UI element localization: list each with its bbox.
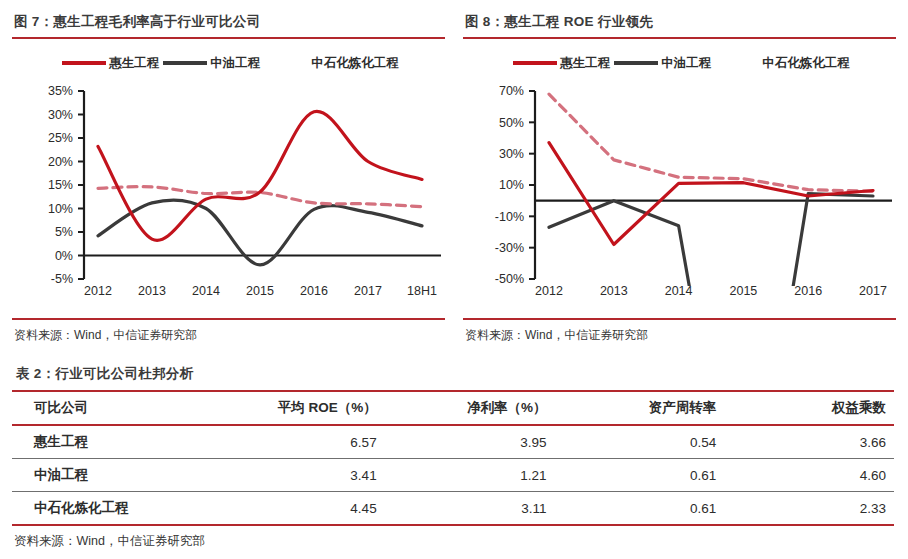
company-name-cell: 中石化炼化工程	[12, 492, 215, 526]
svg-text:30%: 30%	[48, 108, 73, 122]
figure-7-chart: 35% 30% 25% 20% 15% 10% 5% 0% -5% 2012 2013 2014 201…	[12, 81, 445, 299]
value-cell: 4.45	[215, 492, 385, 526]
solid-line-swatch-icon	[163, 61, 207, 65]
column-header: 可比公司	[12, 391, 215, 425]
dashed-line-swatch-icon	[264, 61, 308, 65]
legend-label: 中油工程	[661, 55, 711, 72]
svg-text:10%: 10%	[499, 178, 524, 192]
table-body: 惠生工程6.573.950.543.66中油工程3.411.210.614.60…	[12, 425, 894, 525]
legend-item: 中石化炼化工程	[711, 55, 850, 72]
dupont-table: 可比公司平均 ROE（%）净利率（%）资产周转率权益乘数 惠生工程6.573.9…	[12, 390, 894, 526]
legend-item: 惠生工程	[58, 55, 159, 72]
value-cell: 3.95	[385, 425, 555, 459]
figure-7-source: 资料来源：Wind，中信证券研究部	[12, 318, 445, 344]
table-title: 表 2：行业可比公司杜邦分析	[12, 365, 894, 390]
figure-8-panel: 图 8：惠生工程 ROE 行业领先 惠生工程 中油工程 中石化炼化工程 70% 50%…	[463, 10, 896, 344]
solid-line-swatch-icon	[62, 61, 106, 65]
svg-text:2013: 2013	[600, 284, 628, 298]
figure-8-legend: 惠生工程 中油工程 中石化炼化工程	[463, 54, 896, 72]
value-cell: 0.61	[554, 492, 724, 526]
svg-text:10%: 10%	[48, 202, 73, 216]
svg-text:-10%: -10%	[495, 210, 524, 224]
svg-text:2013: 2013	[138, 284, 166, 298]
svg-text:2016: 2016	[300, 284, 328, 298]
series-line-中石化炼化工程	[549, 94, 873, 191]
table-header-row: 可比公司平均 ROE（%）净利率（%）资产周转率权益乘数	[12, 391, 894, 425]
svg-text:2015: 2015	[246, 284, 274, 298]
figure-8-title: 图 8：惠生工程 ROE 行业领先	[463, 10, 896, 39]
figure-7-panel: 图 7：惠生工程毛利率高于行业可比公司 惠生工程中油工程中石化炼化工程 35%3…	[12, 10, 445, 344]
company-name-cell: 中油工程	[12, 459, 215, 492]
legend-label: 中油工程	[210, 55, 260, 72]
figure-7-legend: 惠生工程 中油工程 中石化炼化工程	[12, 54, 445, 72]
solid-line-swatch-icon	[614, 61, 658, 65]
legend-label: 中石化炼化工程	[311, 55, 399, 72]
svg-text:-30%: -30%	[495, 241, 524, 255]
svg-text:30%: 30%	[499, 147, 524, 161]
svg-text:2012: 2012	[535, 284, 563, 298]
value-cell: 0.61	[554, 459, 724, 492]
svg-text:2014: 2014	[192, 284, 220, 298]
legend-item: 中油工程	[159, 55, 260, 72]
figure-8-source: 资料来源：Wind，中信证券研究部	[463, 318, 896, 344]
legend-item: 中石化炼化工程	[260, 55, 399, 72]
legend-item: 中油工程	[610, 55, 711, 72]
svg-text:-5%: -5%	[51, 272, 73, 286]
value-cell: 1.21	[385, 459, 555, 492]
dashed-line-swatch-icon	[715, 61, 759, 65]
legend-label: 中石化炼化工程	[762, 55, 850, 72]
legend-label: 惠生工程	[560, 55, 610, 72]
table-row: 惠生工程6.573.950.543.66	[12, 425, 894, 459]
value-cell: 0.54	[554, 425, 724, 459]
svg-text:2015: 2015	[729, 284, 757, 298]
svg-text:0%: 0%	[55, 249, 73, 263]
svg-text:5%: 5%	[55, 225, 73, 239]
value-cell: 3.66	[724, 425, 894, 459]
company-name-cell: 惠生工程	[12, 425, 215, 459]
table-row: 中油工程3.411.210.614.60	[12, 459, 894, 492]
solid-line-swatch-icon	[513, 61, 557, 65]
svg-text:15%: 15%	[48, 178, 73, 192]
table-row: 中石化炼化工程4.453.110.612.33	[12, 492, 894, 526]
svg-text:50%: 50%	[499, 116, 524, 130]
value-cell: 2.33	[724, 492, 894, 526]
value-cell: 4.60	[724, 459, 894, 492]
column-header: 平均 ROE（%）	[215, 391, 385, 425]
figure-7-title: 图 7：惠生工程毛利率高于行业可比公司	[12, 10, 445, 39]
svg-text:2017: 2017	[859, 284, 887, 298]
svg-text:20%: 20%	[48, 155, 73, 169]
table-source: 资料来源：Wind，中信证券研究部	[12, 533, 894, 550]
column-header: 净利率（%）	[385, 391, 555, 425]
series-line-中油工程	[549, 194, 873, 299]
column-header: 资产周转率	[554, 391, 724, 425]
series-line-惠生工程	[549, 143, 873, 245]
charts-row: 图 7：惠生工程毛利率高于行业可比公司 惠生工程中油工程中石化炼化工程 35%3…	[12, 10, 894, 344]
series-line-惠生工程	[98, 111, 422, 240]
legend-item: 惠生工程	[509, 55, 610, 72]
value-cell: 6.57	[215, 425, 385, 459]
figure-8-chart: 70% 50% 30% 10% -10% -30% -50% 2012 2013 2014 2015…	[463, 81, 896, 299]
svg-text:18H1: 18H1	[407, 284, 437, 298]
svg-text:25%: 25%	[48, 131, 73, 145]
table-head: 可比公司平均 ROE（%）净利率（%）资产周转率权益乘数	[12, 391, 894, 425]
svg-text:-50%: -50%	[495, 272, 524, 286]
value-cell: 3.11	[385, 492, 555, 526]
svg-text:70%: 70%	[499, 84, 524, 98]
svg-text:2017: 2017	[354, 284, 382, 298]
svg-text:2016: 2016	[794, 284, 822, 298]
legend-label: 惠生工程	[109, 55, 159, 72]
svg-text:2012: 2012	[84, 284, 112, 298]
svg-text:35%: 35%	[48, 84, 73, 98]
column-header: 权益乘数	[724, 391, 894, 425]
value-cell: 3.41	[215, 459, 385, 492]
research-report-page: 图 7：惠生工程毛利率高于行业可比公司 惠生工程中油工程中石化炼化工程 35%3…	[0, 0, 908, 550]
dupont-table-section: 表 2：行业可比公司杜邦分析 可比公司平均 ROE（%）净利率（%）资产周转率权…	[12, 365, 894, 550]
svg-text:2014: 2014	[665, 284, 693, 298]
